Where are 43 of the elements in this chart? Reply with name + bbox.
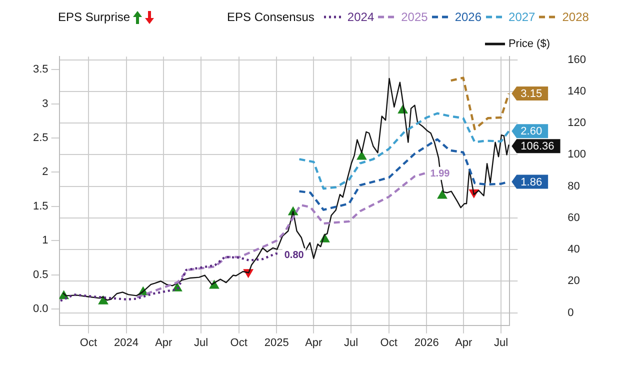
text: EPS Surprise	[58, 10, 130, 24]
y2-tick-label: 120	[568, 117, 586, 130]
y2-tick-label: 100	[568, 148, 586, 161]
x-tick-label: Apr	[155, 337, 173, 350]
y2-tick-label: 80	[568, 180, 580, 192]
y-tick-label: 1	[42, 234, 48, 247]
y-tick-label: 0.5	[32, 268, 48, 281]
x-tick-label: Jul	[494, 337, 508, 350]
y2-tick-label: 20	[568, 275, 580, 288]
y-tick-label: 3	[42, 98, 48, 110]
y-tick-label: 0.0	[32, 303, 48, 316]
y-tick-label: 2.5	[32, 132, 48, 144]
legend-label: 2024	[347, 10, 374, 24]
x-tick-label: Apr	[455, 337, 473, 350]
x-tick-label: Oct	[380, 337, 398, 350]
x-tick-label: Oct	[230, 337, 248, 350]
y-tick-label: 3.5	[32, 64, 48, 76]
y2-tick-label: 0	[568, 306, 574, 319]
y2-tick-label: 40	[568, 244, 580, 256]
legend-label: 2025	[401, 10, 428, 24]
x-tick-label: 2026	[414, 337, 439, 350]
y2-tick-label: 140	[568, 85, 586, 98]
data-label: 1.86	[520, 176, 542, 188]
data-label: 3.15	[520, 88, 542, 100]
x-tick-label: 2024	[114, 337, 139, 350]
y-tick-label: 2	[42, 166, 48, 178]
y2-tick-label: 60	[568, 212, 580, 224]
data-label: 2.60	[520, 126, 542, 138]
legend-label: 2026	[454, 10, 482, 24]
legend-title: EPS Consensus	[227, 10, 314, 24]
data-label: 0.80	[284, 250, 304, 262]
x-tick-label: Jul	[344, 337, 358, 350]
legend-label: 2028	[562, 10, 589, 24]
legend-label: Price ($)	[508, 38, 550, 50]
x-tick-label: Jul	[194, 337, 208, 350]
x-tick-label: Apr	[305, 337, 323, 350]
legend-label: 2027	[508, 10, 536, 24]
data-label: 106.36	[520, 140, 554, 153]
y-tick-label: 1.5	[32, 200, 48, 212]
x-tick-label: 2025	[264, 337, 289, 350]
data-label: 1.99	[430, 168, 450, 180]
y2-tick-label: 160	[568, 54, 586, 66]
x-tick-label: Oct	[80, 337, 98, 350]
